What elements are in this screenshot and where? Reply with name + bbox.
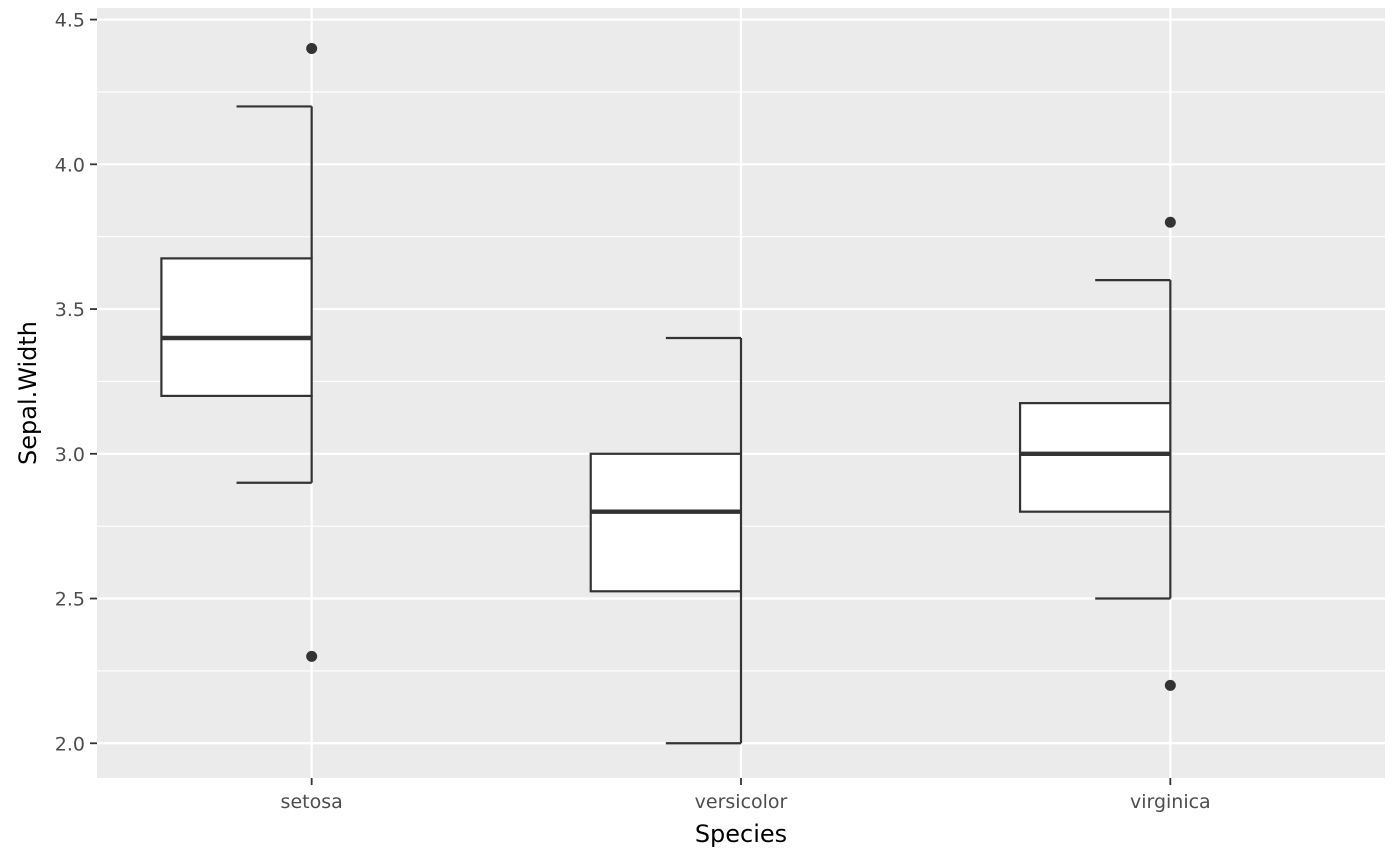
- y-tick-label: 3.5: [55, 299, 85, 321]
- outlier-point: [306, 43, 318, 55]
- box-virginica: [1018, 216, 1176, 691]
- box-iqr: [1018, 402, 1172, 513]
- x-axis-title: Species: [695, 820, 787, 848]
- y-tick-label: 4.5: [55, 10, 85, 32]
- outlier-point: [306, 650, 318, 662]
- box-iqr: [160, 257, 313, 397]
- y-tick-label: 4.0: [55, 154, 85, 176]
- outlier-point: [1164, 679, 1176, 691]
- x-axis: setosa versicolor virginica: [281, 778, 1211, 813]
- y-tick-label: 2.5: [55, 589, 85, 611]
- x-tick-label: virginica: [1130, 791, 1211, 813]
- y-tick-label: 2.0: [55, 733, 85, 755]
- y-axis: 2.0 2.5 3.0 3.5 4.0 4.5: [55, 10, 97, 755]
- x-tick-label: versicolor: [695, 791, 788, 813]
- y-tick-label: 3.0: [55, 444, 85, 466]
- x-tick-label: setosa: [281, 791, 343, 813]
- box-versicolor: [589, 336, 743, 745]
- outlier-point: [1164, 216, 1176, 228]
- box-iqr: [589, 452, 743, 593]
- y-axis-title: Sepal.Width: [14, 321, 42, 465]
- box-series: [160, 43, 1176, 745]
- box-setosa: [160, 43, 318, 662]
